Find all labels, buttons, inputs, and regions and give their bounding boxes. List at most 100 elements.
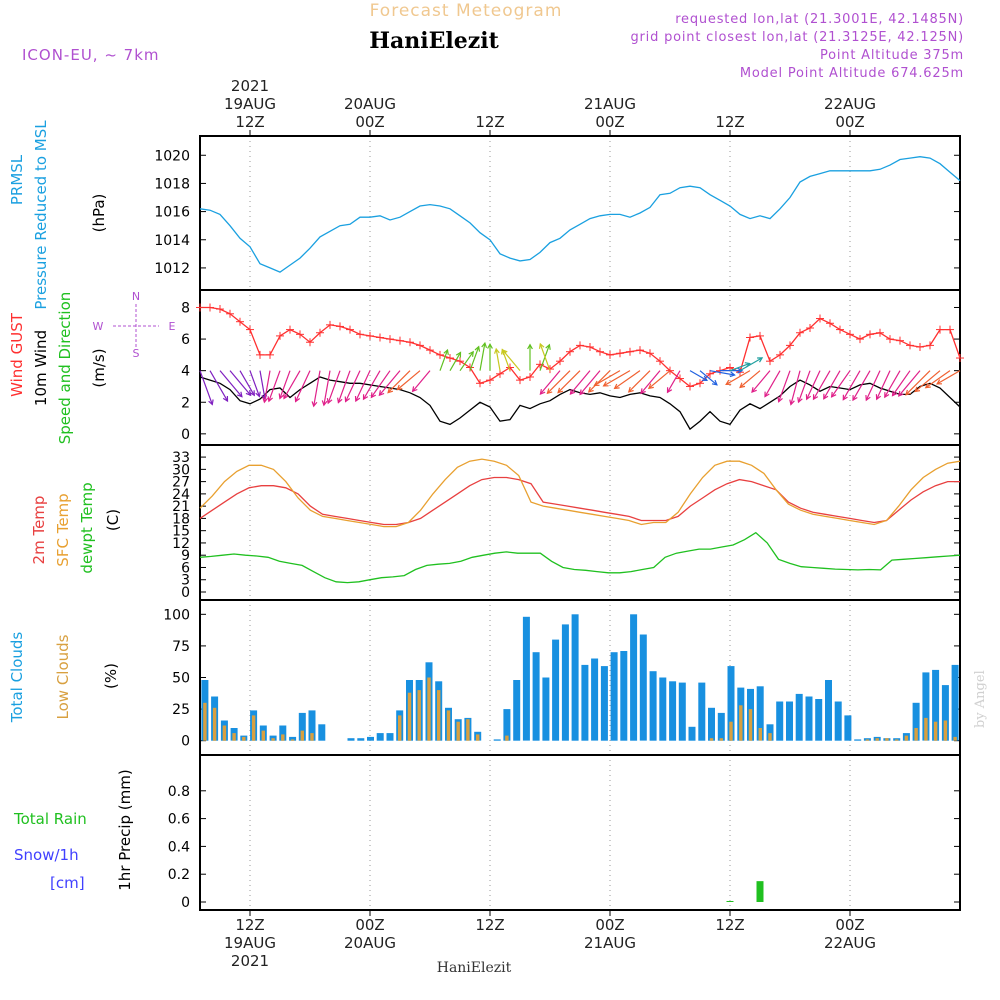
panel-frame <box>199 444 961 601</box>
wind-arrow <box>627 370 651 393</box>
panel-clouds: 0 25 50 75 100 Total Clouds Low Clouds (%) <box>8 599 961 756</box>
gust-marker <box>196 303 204 312</box>
wind-arrow-shaft <box>614 370 641 389</box>
gust-marker <box>836 325 844 334</box>
wind-arrow <box>239 370 255 397</box>
wind-arrow-head <box>222 395 229 403</box>
wind-arrow <box>283 370 301 400</box>
wind-arrow-shaft <box>327 370 341 404</box>
wind-arrow-head <box>789 399 795 406</box>
wind-arrow <box>362 370 381 401</box>
gust-marker <box>786 341 794 350</box>
wind-arrow-shaft <box>865 370 881 401</box>
panel-frame <box>199 289 961 446</box>
wind-arrow <box>805 370 821 401</box>
wind-arrow-shaft <box>469 346 480 371</box>
gust-marker <box>386 335 394 344</box>
top-axis-label: 00Z <box>355 113 384 131</box>
wind-arrow-head <box>830 391 837 398</box>
bottom-axis-label: 12Z <box>475 916 504 934</box>
panel-label: (hPa) <box>90 194 108 233</box>
wind-arrow-shaft <box>739 370 761 388</box>
gust-marker <box>616 349 624 358</box>
total-cloud-bar <box>513 680 521 741</box>
gust-marker <box>816 314 824 323</box>
total-cloud-bar <box>639 634 647 741</box>
wind-arrow-shaft <box>778 370 791 402</box>
top-axis-label: 21AUG <box>584 95 636 113</box>
wind-arrow <box>387 370 411 394</box>
low-cloud-bar <box>768 733 772 741</box>
wind-arrow-head <box>739 382 746 389</box>
wind-arrow-shaft <box>790 370 801 405</box>
wind-arrow <box>830 370 851 398</box>
wind-arrow-head <box>797 397 803 404</box>
wind-arrow-head <box>411 386 418 393</box>
wind-arrow-head <box>255 391 261 398</box>
wind-arrow-head <box>337 397 343 404</box>
wind-arrow-head <box>936 379 943 385</box>
wind-arrow-head <box>729 371 736 378</box>
location-title: HaniElezit <box>369 28 499 54</box>
panel-label: 1hr Precip (mm) <box>116 769 134 890</box>
total-cloud-bar <box>367 736 374 741</box>
wind-arrow-head <box>647 383 654 390</box>
gust-marker <box>866 330 874 339</box>
series-line-dewpt-temp <box>199 531 961 584</box>
wind-arrow <box>725 370 751 386</box>
gust-marker <box>896 336 904 345</box>
panel-label: Wind GUST <box>8 312 26 397</box>
gust-marker <box>496 369 504 378</box>
wind-arrow-head <box>725 379 732 386</box>
wind-arrow-shaft <box>268 370 281 402</box>
wind-arrow-head <box>842 394 848 401</box>
wind-arrow <box>739 370 761 389</box>
wind-arrow <box>593 370 621 387</box>
gust-marker <box>346 325 354 334</box>
wind-arrow <box>539 370 561 395</box>
gust-marker <box>566 347 574 356</box>
wind-arrow <box>797 370 811 404</box>
gust-marker <box>416 341 424 350</box>
wind-arrow-shaft <box>219 370 243 398</box>
y-tick-label: 27 <box>172 475 190 491</box>
series-line-2m-temp <box>199 476 960 526</box>
wind-arrow-head <box>481 341 488 348</box>
low-cloud-bar <box>739 705 743 741</box>
gust-marker <box>216 305 224 314</box>
bottom-axis-label: 22AUG <box>824 934 876 952</box>
wind-arrow <box>842 370 861 401</box>
wind-arrow-shaft <box>751 370 771 393</box>
y-tick-label: 1020 <box>154 148 190 164</box>
wind-arrow-head <box>527 343 533 350</box>
wind-arrow <box>229 370 252 397</box>
wind-arrow <box>764 370 781 398</box>
model-altitude: Model Point Altitude 674.625m <box>740 66 964 81</box>
wind-arrow <box>852 370 871 402</box>
wind-arrow-shaft <box>892 370 911 396</box>
wind-arrow-shaft <box>905 370 931 396</box>
gust-marker <box>926 341 934 350</box>
total-cloud-bar <box>844 715 852 741</box>
wind-arrow <box>527 343 533 371</box>
gust-marker <box>676 374 684 383</box>
wind-arrow-shaft <box>378 370 401 396</box>
low-cloud-bar <box>729 721 733 741</box>
y-tick-label: 0.2 <box>168 867 190 883</box>
low-cloud-bar <box>417 690 421 741</box>
wind-arrow-head <box>474 345 481 352</box>
gust-marker <box>576 341 584 350</box>
wind-arrow-head <box>587 386 594 393</box>
bottom-axis-label: 2021 <box>231 952 269 970</box>
panel-label: Total Clouds <box>8 632 26 724</box>
gust-marker <box>516 376 524 385</box>
wind-arrow-shaft <box>355 370 371 402</box>
wind-arrow <box>557 370 581 394</box>
y-tick-label: 100 <box>163 607 190 623</box>
wind-arrow <box>321 370 331 407</box>
y-tick-label: 1016 <box>154 205 190 221</box>
low-cloud-bar <box>212 707 217 741</box>
wind-arrow-head <box>884 392 890 399</box>
y-tick-label: 0.6 <box>168 812 190 828</box>
total-cloud-bar <box>678 682 686 741</box>
